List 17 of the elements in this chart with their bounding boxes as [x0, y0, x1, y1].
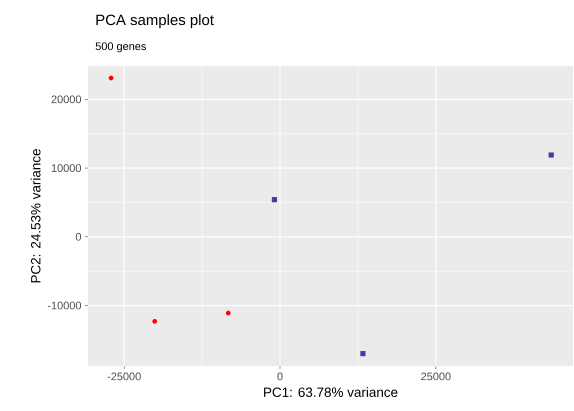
y-tick-label: 20000 — [52, 95, 82, 104]
chart-title: PCA samples plot — [96, 14, 214, 28]
x-axis-title: PC1: 63.78% variance — [264, 387, 398, 397]
x-tick-label: 0 — [277, 372, 283, 380]
y-axis-title: PC2: 24.53% variance — [30, 149, 41, 282]
x-tick-label: 25000 — [421, 372, 451, 380]
point — [548, 152, 554, 158]
y-tick-label: 10000 — [52, 164, 82, 172]
point — [226, 310, 231, 316]
y-tick-label: 0 — [76, 232, 82, 241]
point — [152, 318, 158, 324]
point — [272, 197, 277, 202]
point — [108, 76, 114, 80]
chart-subtitle: 500 genes — [96, 42, 146, 52]
y-tick-label: -10000 — [48, 302, 82, 310]
x-tick-label: -25000 — [108, 372, 141, 380]
point — [360, 351, 366, 356]
